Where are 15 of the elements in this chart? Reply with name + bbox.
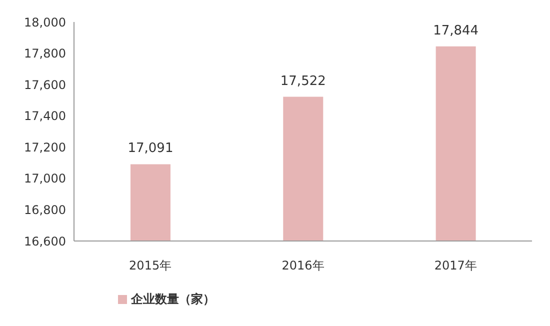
x-tick-label: 2017年 <box>434 258 477 273</box>
y-tick-label: 17,200 <box>24 140 66 154</box>
y-tick-label: 18,000 <box>24 15 66 30</box>
y-tick-label: 17,400 <box>24 109 66 124</box>
data-label: 17,844 <box>433 23 479 38</box>
y-tick-label: 17,600 <box>24 78 66 92</box>
y-tick-label: 17,000 <box>24 172 66 186</box>
x-tick-label: 2016年 <box>282 258 324 273</box>
y-tick-label: 17,800 <box>24 46 66 61</box>
y-tick-label: 16,800 <box>24 202 66 217</box>
data-label: 17,091 <box>128 141 174 156</box>
legend-label: 企业数量（家） <box>131 292 215 306</box>
y-tick-label: 16,600 <box>24 234 66 248</box>
data-label: 17,522 <box>280 74 326 89</box>
x-tick-label: 2015年 <box>129 258 172 273</box>
